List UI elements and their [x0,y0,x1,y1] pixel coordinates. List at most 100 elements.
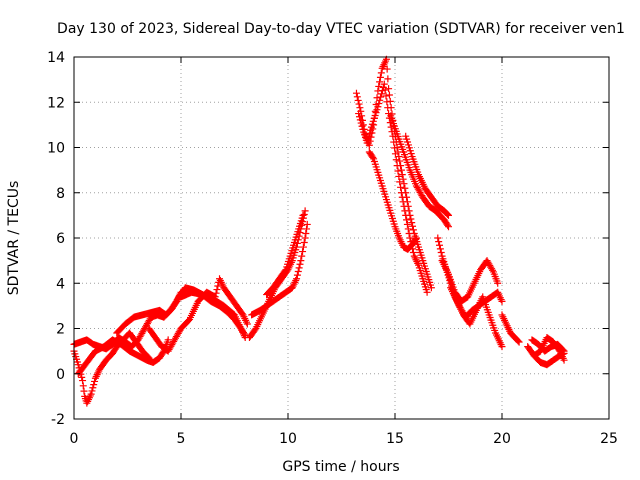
data-point [294,267,302,275]
data-point [387,123,395,131]
series-arc-18 [498,311,523,346]
data-point [393,162,401,170]
data-point [365,133,373,141]
data-point [355,100,363,108]
data-point [213,286,221,294]
data-point [243,320,251,328]
data-point [404,225,412,233]
data-point [445,211,452,219]
data-point [353,93,361,101]
x-tick-label: 10 [279,431,297,447]
data-point [407,215,415,223]
data-point [384,104,392,112]
data-point [444,210,452,218]
data-point [87,390,95,398]
data-point [356,116,364,124]
data-point [357,119,365,127]
data-point [281,267,289,275]
y-tick-label: -2 [51,412,65,428]
y-tick-label: 0 [56,367,65,383]
series-arc-21 [530,334,568,364]
data-point [299,243,307,251]
series-arc-9 [263,211,307,299]
data-point [391,144,399,152]
data-point [397,166,405,174]
data-point [395,172,403,180]
data-point [383,98,391,106]
series-arc-12 [365,148,420,253]
data-point [293,239,301,247]
series-arc-17 [447,284,506,351]
data-point [406,234,414,242]
y-tick-label: 14 [47,50,65,66]
data-point [301,234,309,242]
data-point [79,382,87,390]
data-point [489,266,497,274]
data-point [514,337,522,345]
data-point [88,387,96,395]
y-tick-label: 2 [56,322,65,338]
data-marks [70,55,568,407]
data-point [90,381,98,389]
data-point [376,73,384,81]
series-arc-3 [74,336,172,378]
data-point [355,113,363,121]
data-point [293,271,301,279]
data-point [376,78,384,86]
data-point [401,184,409,192]
x-tick-label: 0 [70,431,79,447]
data-point [412,234,420,242]
data-point [369,153,377,161]
data-point [435,238,443,246]
data-point [355,110,363,118]
data-point [402,211,410,219]
data-point [364,136,372,144]
data-point [367,126,375,134]
x-tick-label: 20 [493,431,511,447]
data-point [378,90,386,98]
x-tick-label: 15 [386,431,404,447]
data-point [376,96,384,104]
y-tick-label: 4 [56,276,65,292]
data-point [436,241,444,249]
data-point [409,222,417,230]
data-point [400,202,408,210]
data-point [403,220,411,228]
data-point [212,289,220,297]
data-point [303,225,311,233]
data-point [377,69,385,77]
data-point [352,89,360,97]
data-point [498,343,506,351]
data-point [397,183,405,191]
data-point [78,373,86,381]
series-arc-16 [438,257,502,305]
data-point [409,248,417,256]
data-point [385,85,393,93]
data-point [301,207,309,215]
grid-lines [74,57,609,419]
data-point [74,361,82,369]
data-point [164,336,172,344]
data-point [382,92,390,100]
data-point [560,356,568,364]
data-point [298,252,306,260]
y-tick-label: 8 [56,186,65,202]
x-tick-label: 25 [600,431,618,447]
series-arc-8 [248,220,311,319]
data-point [356,104,364,112]
data-point [400,180,408,188]
data-point [390,138,398,146]
data-point [381,86,389,94]
data-point [363,139,371,147]
data-point [79,377,87,385]
data-point [405,229,413,237]
y-tick-label: 6 [56,231,65,247]
data-point [423,288,431,296]
data-point [91,377,99,385]
data-point [434,234,442,242]
series-arc-13 [387,112,452,231]
data-point [409,226,417,234]
data-point [444,221,452,229]
data-point [374,103,382,111]
data-point [297,257,305,265]
